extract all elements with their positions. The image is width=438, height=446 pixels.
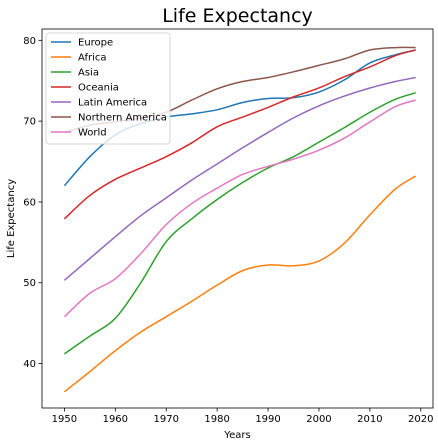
plot-frame — [41, 28, 434, 409]
legend-label-oceania: Oceania — [78, 83, 119, 94]
series-line-asia — [63, 92, 416, 355]
x-tick-label: 1960 — [103, 414, 128, 425]
x-axis-label: Years — [223, 430, 250, 441]
series-line-latin-america — [63, 76, 416, 281]
series-line-world — [63, 99, 416, 318]
y-axis-label: Life Expectancy — [6, 179, 17, 258]
legend-label-europe: Europe — [78, 38, 113, 49]
legend-label-latin-america: Latin America — [78, 98, 147, 109]
x-tick-label: 2000 — [306, 414, 331, 425]
x-tick-label: 1950 — [52, 414, 77, 425]
legend-label-northern-america: Northern America — [78, 113, 167, 124]
legend-label-world: World — [78, 128, 107, 139]
x-tick-label: 2020 — [408, 414, 433, 425]
y-axis: 40 50 60 70 80 — [23, 36, 42, 370]
x-tick-label: 1970 — [153, 414, 178, 425]
legend-label-africa: Africa — [78, 53, 107, 64]
y-tick-label: 40 — [23, 359, 36, 370]
series-line-oceania — [63, 49, 416, 220]
x-tick-label: 2010 — [357, 414, 382, 425]
x-tick-label: 1980 — [204, 414, 229, 425]
y-tick-label: 70 — [23, 117, 36, 128]
y-tick-label: 80 — [23, 36, 36, 47]
x-tick-label: 1990 — [255, 414, 280, 425]
series-line-africa — [63, 175, 417, 393]
legend-box — [45, 32, 171, 145]
legend-label-asia: Asia — [78, 68, 99, 79]
chart-title: Life Expectancy — [162, 5, 313, 27]
legend: Europe Africa Asia Oceania Latin America Nort… — [45, 32, 171, 145]
y-tick-label: 50 — [23, 278, 36, 289]
y-tick-label: 60 — [23, 197, 36, 208]
x-axis: 1950 1960 1970 1980 1990 2000 2010 2020 — [52, 408, 434, 425]
